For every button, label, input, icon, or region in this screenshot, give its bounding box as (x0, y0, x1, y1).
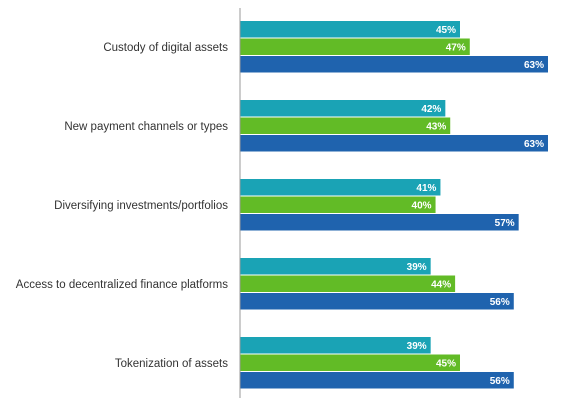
bar-4-series-3 (240, 293, 514, 310)
bar-5-series-2 (240, 354, 460, 371)
bar-5-series-1 (240, 337, 431, 354)
bars: 45% 47% 63% 42% 43% 63% 41% 40% 57% 39% 44% 56% 39% 4… (240, 21, 548, 389)
bar-3-series-3 (240, 214, 519, 231)
bar-value-label: 43% (426, 121, 446, 132)
bar-value-label: 63% (524, 60, 544, 71)
bar-value-label: 56% (490, 376, 510, 387)
bar-5-series-3 (240, 372, 514, 389)
bar-value-label: 39% (407, 262, 427, 273)
bar-value-label: 45% (436, 25, 456, 36)
bar-4-series-1 (240, 258, 431, 275)
bar-4-series-2 (240, 275, 456, 292)
category-label: Access to decentralized finance platform… (16, 279, 228, 291)
bar-2-series-2 (240, 117, 451, 134)
bar-3-series-2 (240, 196, 436, 213)
bar-value-label: 57% (495, 218, 515, 229)
bar-value-label: 56% (490, 297, 510, 308)
bar-2-series-1 (240, 100, 446, 117)
bar-value-label: 41% (416, 183, 436, 194)
bar-value-label: 63% (524, 139, 544, 150)
bar-value-label: 44% (431, 279, 451, 290)
bar-1-series-1 (240, 21, 460, 38)
bar-value-label: 45% (436, 358, 456, 369)
bar-value-label: 42% (421, 104, 441, 115)
category-labels: Custody of digital assets New payment cha… (16, 42, 228, 370)
category-label: Diversifying investments/portfolios (54, 200, 228, 212)
bar-1-series-2 (240, 38, 470, 55)
category-label: Custody of digital assets (103, 42, 228, 54)
bar-1-series-3 (240, 56, 548, 73)
bar-3-series-1 (240, 179, 441, 196)
bar-value-label: 47% (446, 42, 466, 53)
category-label: Tokenization of assets (115, 358, 228, 370)
bar-2-series-3 (240, 135, 548, 152)
bar-value-label: 39% (407, 341, 427, 352)
bar-value-label: 40% (412, 200, 432, 211)
category-label: New payment channels or types (64, 121, 228, 133)
